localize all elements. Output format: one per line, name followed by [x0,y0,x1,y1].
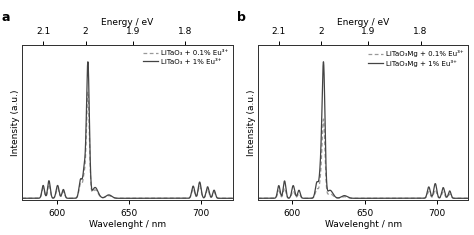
Text: b: b [237,11,246,24]
Y-axis label: Intensity (a.u.): Intensity (a.u.) [11,90,20,156]
X-axis label: Energy / eV: Energy / eV [101,18,154,27]
X-axis label: Energy / eV: Energy / eV [337,18,389,27]
X-axis label: Wavelenght / nm: Wavelenght / nm [325,220,402,229]
Y-axis label: Intensity (a.u.): Intensity (a.u.) [247,90,256,156]
Legend: LiTaO₃Mg + 0.1% Eu³⁺, LiTaO₃Mg + 1% Eu³⁺: LiTaO₃Mg + 0.1% Eu³⁺, LiTaO₃Mg + 1% Eu³⁺ [366,49,465,68]
X-axis label: Wavelenght / nm: Wavelenght / nm [89,220,166,229]
Legend: LiTaO₃ + 0.1% Eu³⁺, LiTaO₃ + 1% Eu³⁺: LiTaO₃ + 0.1% Eu³⁺, LiTaO₃ + 1% Eu³⁺ [141,49,229,66]
Text: a: a [1,11,9,24]
